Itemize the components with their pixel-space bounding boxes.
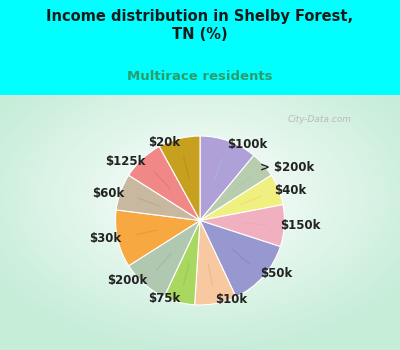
Wedge shape (129, 220, 200, 297)
Wedge shape (159, 136, 200, 220)
Wedge shape (200, 205, 284, 247)
Text: $75k: $75k (148, 292, 180, 305)
Text: City-Data.com: City-Data.com (288, 115, 352, 124)
Wedge shape (200, 136, 254, 220)
Text: $10k: $10k (215, 293, 247, 306)
Text: $50k: $50k (260, 267, 292, 280)
Text: Income distribution in Shelby Forest,
TN (%): Income distribution in Shelby Forest, TN… (46, 9, 354, 42)
Wedge shape (200, 220, 280, 297)
Wedge shape (164, 220, 200, 305)
Text: $60k: $60k (92, 187, 124, 200)
Wedge shape (200, 175, 283, 220)
Wedge shape (200, 155, 271, 220)
Text: $100k: $100k (227, 139, 268, 152)
Wedge shape (129, 146, 200, 220)
Text: $30k: $30k (90, 231, 122, 245)
Text: > $200k: > $200k (260, 161, 314, 174)
Text: $150k: $150k (280, 219, 320, 232)
Text: $200k: $200k (107, 274, 147, 287)
Text: $40k: $40k (275, 184, 307, 197)
Wedge shape (195, 220, 236, 305)
Text: $125k: $125k (105, 155, 145, 168)
Text: $20k: $20k (148, 136, 180, 149)
Wedge shape (116, 210, 200, 266)
Wedge shape (116, 175, 200, 220)
Text: Multirace residents: Multirace residents (127, 70, 273, 83)
